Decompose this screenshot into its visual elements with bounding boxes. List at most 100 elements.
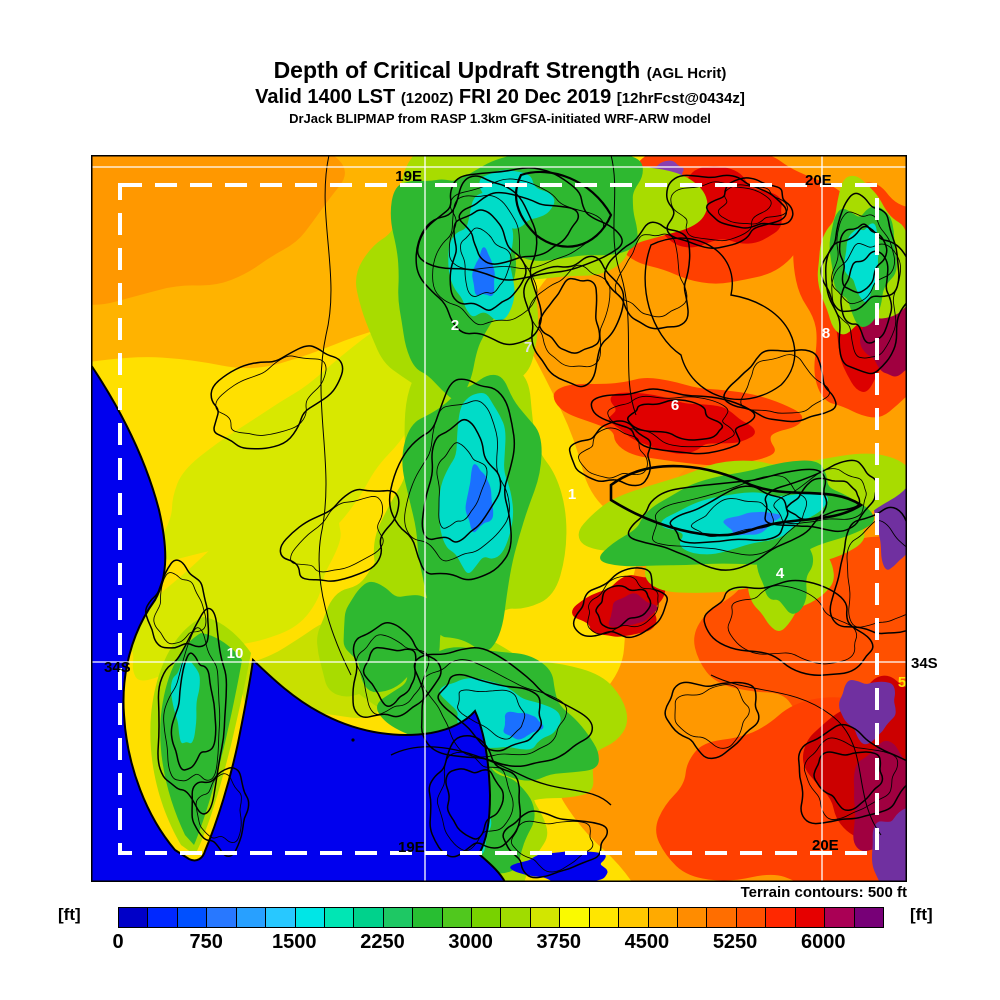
contour-line — [703, 579, 874, 676]
valid-lst: Valid 1400 LST — [255, 85, 396, 108]
contour-line — [764, 459, 878, 533]
colorbar-unit-right: [ft] — [910, 905, 933, 924]
contour-line — [614, 233, 688, 318]
site-number-label: 8 — [822, 325, 830, 342]
contour-line — [717, 184, 788, 225]
contour-line — [813, 751, 884, 812]
contour-line — [578, 427, 648, 479]
contour-line — [587, 575, 659, 635]
contour-line — [153, 572, 207, 645]
contour-line — [458, 191, 580, 265]
site-number-label: 2 — [451, 317, 459, 334]
site-number-labels: 1 2 4 5 6 7 8 10 — [227, 317, 907, 691]
grid-label-19e-bottom: 19E — [398, 839, 425, 856]
colorbar-cell — [706, 908, 736, 927]
grid-label-34s-right: 34S — [911, 655, 938, 672]
color-region — [91, 155, 345, 305]
colorbar-cell — [147, 908, 177, 927]
colorbar-cell — [853, 908, 883, 927]
contour-line — [432, 194, 538, 326]
colorbar-tick-label: 3000 — [448, 931, 493, 953]
contour-line — [436, 442, 488, 529]
contour-line — [445, 768, 505, 840]
contour-line — [279, 488, 400, 582]
header: Depth of Critical Updraft Strength (AGL … — [0, 56, 1000, 127]
grid-labels: 19E 20E 19E 20E 34S — [104, 168, 839, 856]
colorbar-cell — [794, 908, 825, 927]
colorbar-cell — [529, 908, 560, 927]
colorbar-cell — [677, 908, 707, 927]
colorbar-cell — [382, 908, 413, 927]
colorbar-tick-label: 5250 — [712, 931, 758, 953]
color-region — [872, 807, 907, 882]
contour-line — [356, 634, 430, 715]
contour-line — [191, 767, 250, 857]
terrain-contours-note: Terrain contours: 500 ft — [740, 884, 907, 901]
contour-line — [195, 773, 242, 843]
colorbar-tick-label: 0 — [112, 931, 124, 953]
terrain-contours — [144, 167, 907, 879]
color-region — [170, 661, 200, 744]
colorbar-cell — [176, 908, 207, 927]
contour-line — [723, 349, 837, 423]
map-border — [91, 155, 907, 882]
contour-line — [727, 585, 858, 665]
colorbar-cell — [824, 908, 854, 927]
forecast-map: 19E 20E 19E 20E 34S 1 2 4 5 6 7 8 10 — [91, 155, 907, 882]
contour-line — [568, 420, 652, 487]
colorbar-cell — [559, 908, 589, 927]
contour-line — [785, 477, 861, 521]
site-number-label: 1 — [568, 486, 576, 503]
contour-line — [362, 646, 417, 707]
colorbar-cell — [412, 908, 442, 927]
valid-date: FRI 20 Dec 2019 — [458, 85, 612, 108]
contour-line — [803, 737, 899, 820]
contour-line — [831, 242, 901, 359]
site-number-label: 10 — [227, 645, 244, 662]
contour-line — [603, 221, 691, 330]
colorbar-cell — [441, 908, 472, 927]
contour-line — [838, 223, 888, 294]
colorbar-cell — [500, 908, 530, 927]
colorbar-cell — [735, 908, 766, 927]
valid-time-line: Valid 1400 LST (1200Z) FRI 20 Dec 2019 [… — [0, 85, 1000, 110]
contour-line — [437, 673, 543, 752]
color-region — [756, 522, 814, 614]
contour-line — [163, 627, 221, 782]
terrain-contour-meanders — [318, 155, 882, 836]
contour-line — [773, 468, 867, 525]
islet — [351, 738, 355, 742]
colorbar-tick-label: 2250 — [360, 931, 405, 953]
colorbar-cell — [119, 908, 148, 927]
contour-line — [538, 277, 601, 354]
contour-line — [290, 495, 384, 573]
color-region — [723, 511, 781, 536]
grid-label-20e-bottom: 20E — [812, 837, 839, 854]
colorbar-cell — [235, 908, 266, 927]
contour-line — [413, 647, 594, 768]
contour-line — [690, 498, 774, 537]
lat-lon-grid — [91, 155, 907, 882]
contour-line — [825, 225, 907, 375]
color-region — [474, 169, 555, 229]
colorbar-cell — [265, 908, 295, 927]
colorbar-cell — [471, 908, 501, 927]
colorbar-tick-label: 3750 — [536, 931, 582, 953]
contour-line — [674, 684, 750, 749]
color-region — [503, 711, 544, 740]
contour-line — [428, 735, 522, 858]
contour-line — [820, 192, 900, 313]
color-region — [844, 223, 879, 302]
contour-line — [210, 345, 344, 450]
contour-line — [572, 567, 669, 639]
contour-line — [627, 399, 724, 441]
color-region — [839, 679, 896, 745]
contour-line — [449, 209, 527, 312]
site-number-label: 7 — [524, 339, 532, 356]
ocean — [91, 365, 505, 882]
contour-line — [831, 211, 896, 305]
contour-line — [144, 559, 210, 649]
site-number-label: 5 — [898, 674, 906, 691]
color-region — [510, 851, 608, 882]
